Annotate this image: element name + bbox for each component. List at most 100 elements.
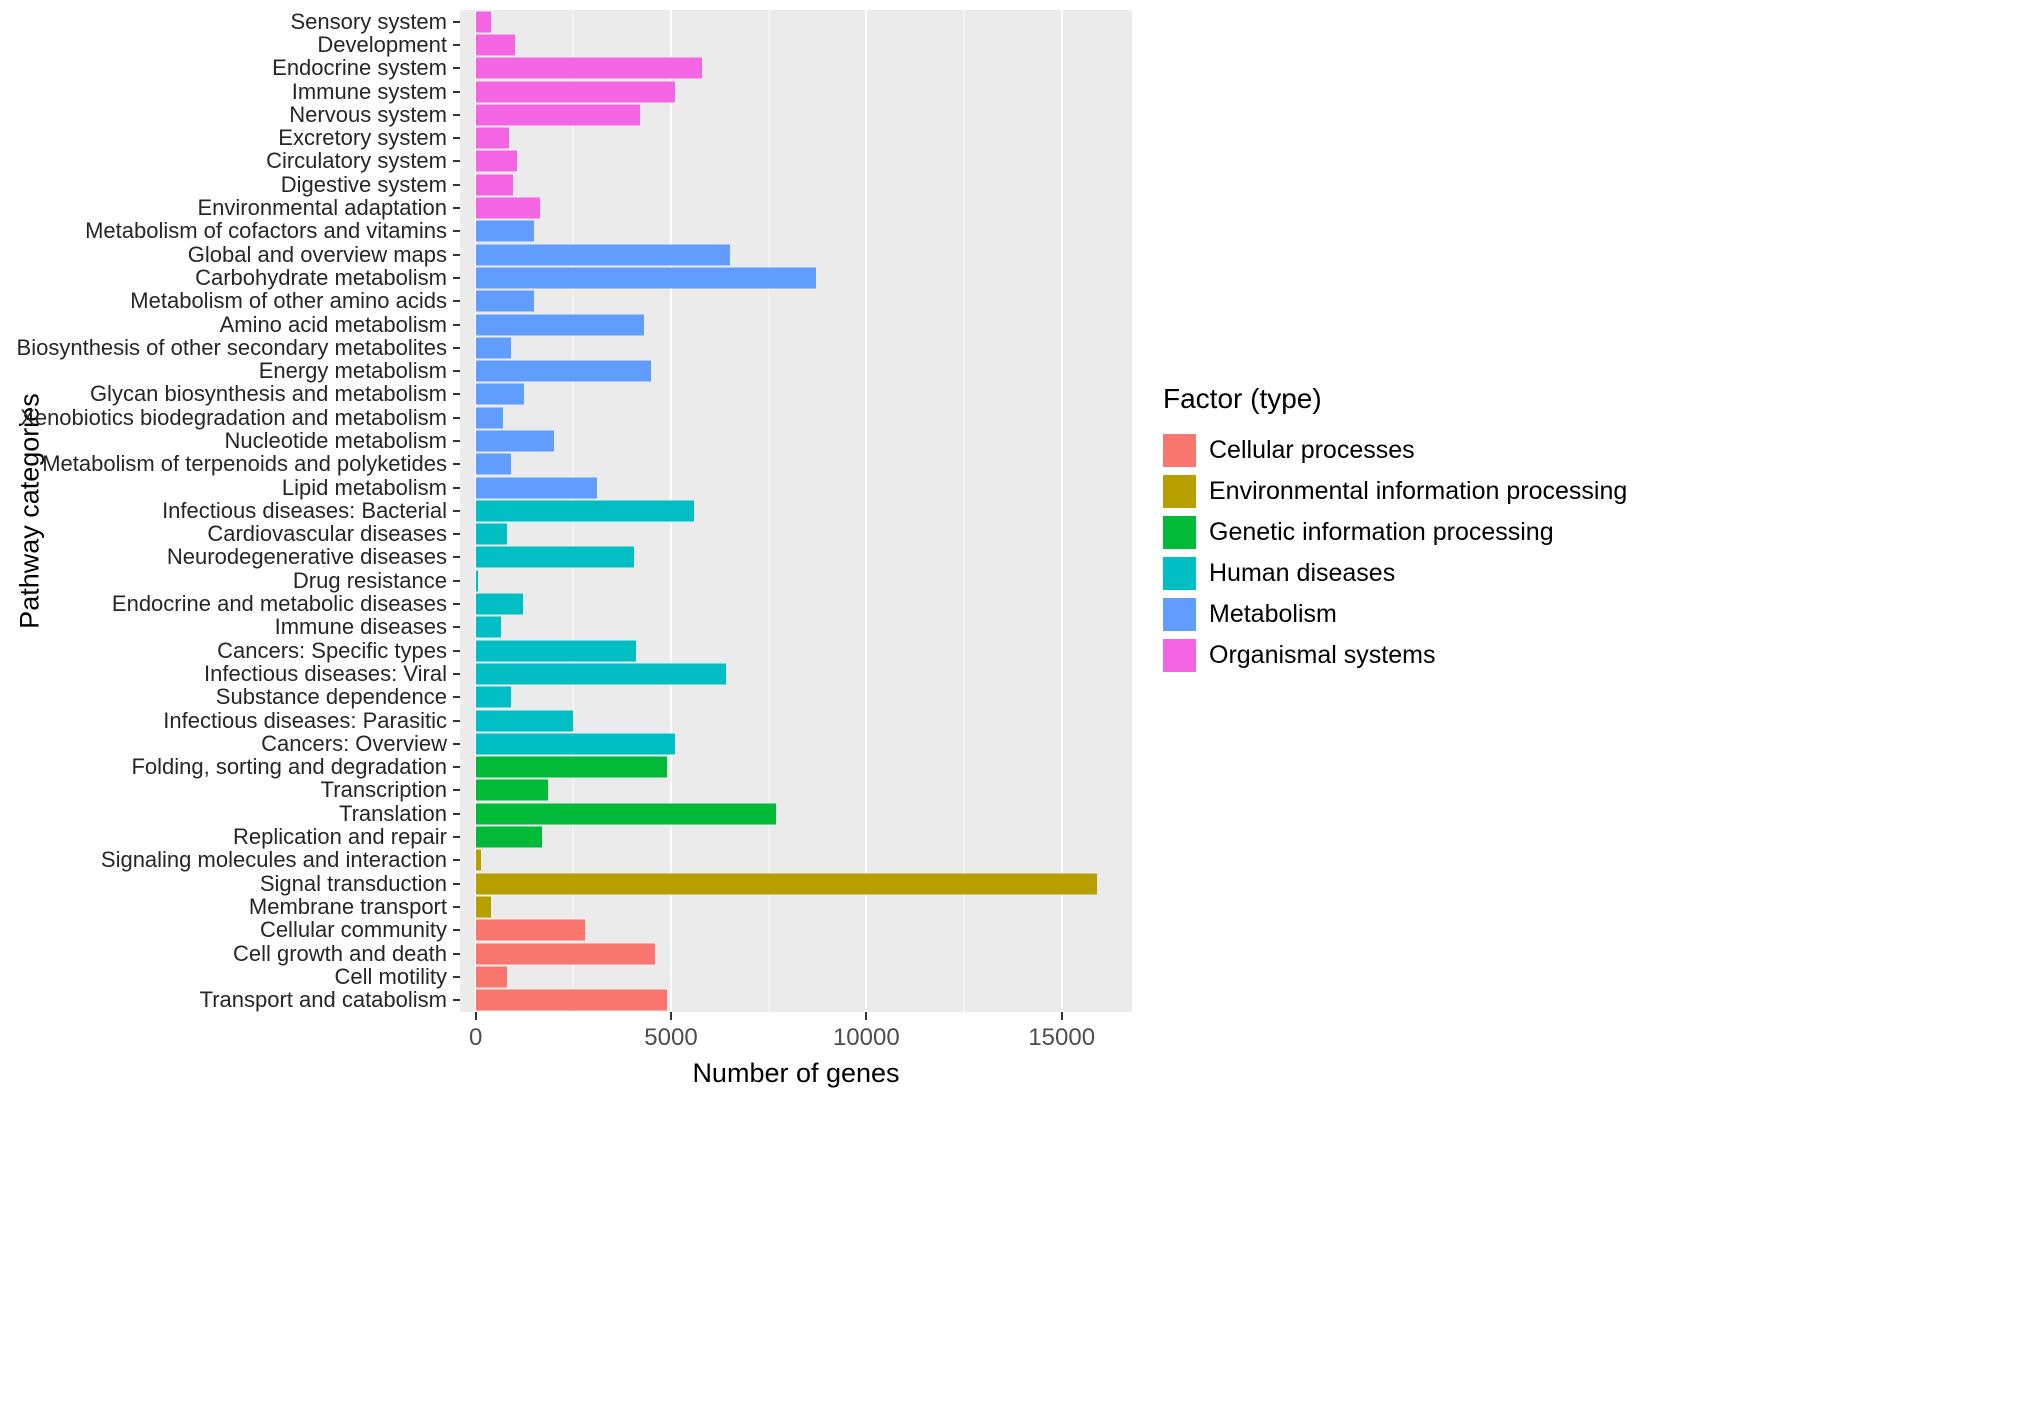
bar [475,477,597,499]
y-tick-label: Cellular community [259,917,447,943]
bar [475,733,675,755]
bar [475,34,515,56]
bar [475,943,656,965]
legend-swatch [1163,638,1196,672]
bar [475,104,640,126]
y-axis-label-row: Circulatory system [0,150,460,173]
bar-row [460,639,1132,662]
bar [475,220,535,242]
y-tick-mark [453,789,460,792]
x-axis: 0 5000 10000 15000 [460,1012,1132,1072]
y-tick-mark [453,486,460,489]
y-tick-mark [453,463,460,466]
bar-row [460,313,1132,336]
y-tick-mark [453,579,460,582]
minor-gridline [963,10,965,1012]
y-tick-label: Excretory system [278,125,447,151]
y-tick-label: Drug resistance [292,567,447,593]
legend-title: Factor (type) [1163,383,1322,414]
bar-row [460,825,1132,848]
y-tick-mark [453,742,460,745]
y-tick-label: Signal transduction [259,870,447,896]
y-tick-label: Cardiovascular diseases [207,521,447,547]
bar-row [460,453,1132,476]
y-tick-label: Circulatory system [266,148,447,174]
legend-label: Human diseases [1209,558,1396,587]
y-tick-label: Biosynthesis of other secondary metaboli… [16,334,447,360]
y-tick-mark [453,183,460,186]
x-tick-mark [669,1012,672,1020]
y-tick-mark [453,905,460,908]
y-tick-label: Lipid metabolism [281,474,447,500]
legend: Factor (type) Cellular processes Environm… [1163,383,1627,677]
legend-item: Cellular processes [1163,431,1627,469]
bar [475,174,513,196]
bar-row [460,173,1132,196]
y-tick-label: Nervous system [289,101,447,127]
bar [475,500,695,522]
y-tick-mark [453,276,460,279]
bar [475,966,507,988]
y-axis-label-row: Cancers: Specific types [0,639,460,662]
bar-row [460,266,1132,289]
y-axis-label-row: Cardiovascular diseases [0,523,460,546]
legend-item: Human diseases [1163,554,1627,592]
bar [475,896,492,918]
bar [475,570,478,592]
y-tick-mark [453,67,460,70]
y-tick-label: Metabolism of cofactors and vitamins [85,218,447,244]
y-tick-label: Cell motility [334,963,447,989]
y-tick-label: Immune system [291,78,447,104]
y-axis-label-row: Immune system [0,80,460,103]
y-tick-label: Endocrine and metabolic diseases [111,591,447,617]
legend-swatch [1163,556,1196,590]
bar [475,593,523,615]
y-axis-label-row: Cancers: Overview [0,732,460,755]
y-tick-mark [453,393,460,396]
y-tick-mark [453,649,460,652]
bar-row [460,499,1132,522]
y-axis-label-row: Global and overview maps [0,243,460,266]
y-tick-mark [453,696,460,699]
y-tick-mark [453,999,460,1002]
y-tick-label: Cell growth and death [232,940,447,966]
y-axis-label-row: Energy metabolism [0,359,460,382]
bar [475,779,548,801]
y-tick-label: Cancers: Overview [261,730,447,756]
bar [475,11,492,33]
y-tick-label: Amino acid metabolism [219,311,447,337]
y-tick-label: Replication and repair [232,824,447,850]
bar-row [460,126,1132,149]
bar-row [460,290,1132,313]
bar-row [460,10,1132,33]
legend-swatch [1163,515,1196,549]
y-tick-mark [453,509,460,512]
y-axis-label-row: Digestive system [0,173,460,196]
y-tick-mark [453,346,460,349]
bar-row [460,220,1132,243]
bar [475,383,525,405]
y-tick-mark [453,253,460,256]
y-tick-label: Translation [338,800,447,826]
y-tick-label: Digestive system [280,171,447,197]
bar [475,430,554,452]
y-axis-label-row: Translation [0,802,460,825]
bar-row [460,569,1132,592]
bar [475,453,511,475]
legend-label: Genetic information processing [1209,517,1554,546]
y-axis-label-row: Development [0,33,460,56]
y-axis-label-row: Transcription [0,779,460,802]
y-tick-mark [453,626,460,629]
y-tick-mark [453,137,460,140]
bar [475,197,541,219]
bar-row [460,57,1132,80]
bar-row [460,895,1132,918]
y-tick-mark [453,113,460,116]
y-axis-label-row: Metabolism of other amino acids [0,290,460,313]
minor-gridline [768,10,770,1012]
bar [475,873,1097,895]
y-tick-mark [453,439,460,442]
bar [475,919,586,941]
bar [475,640,636,662]
bar [475,663,726,685]
